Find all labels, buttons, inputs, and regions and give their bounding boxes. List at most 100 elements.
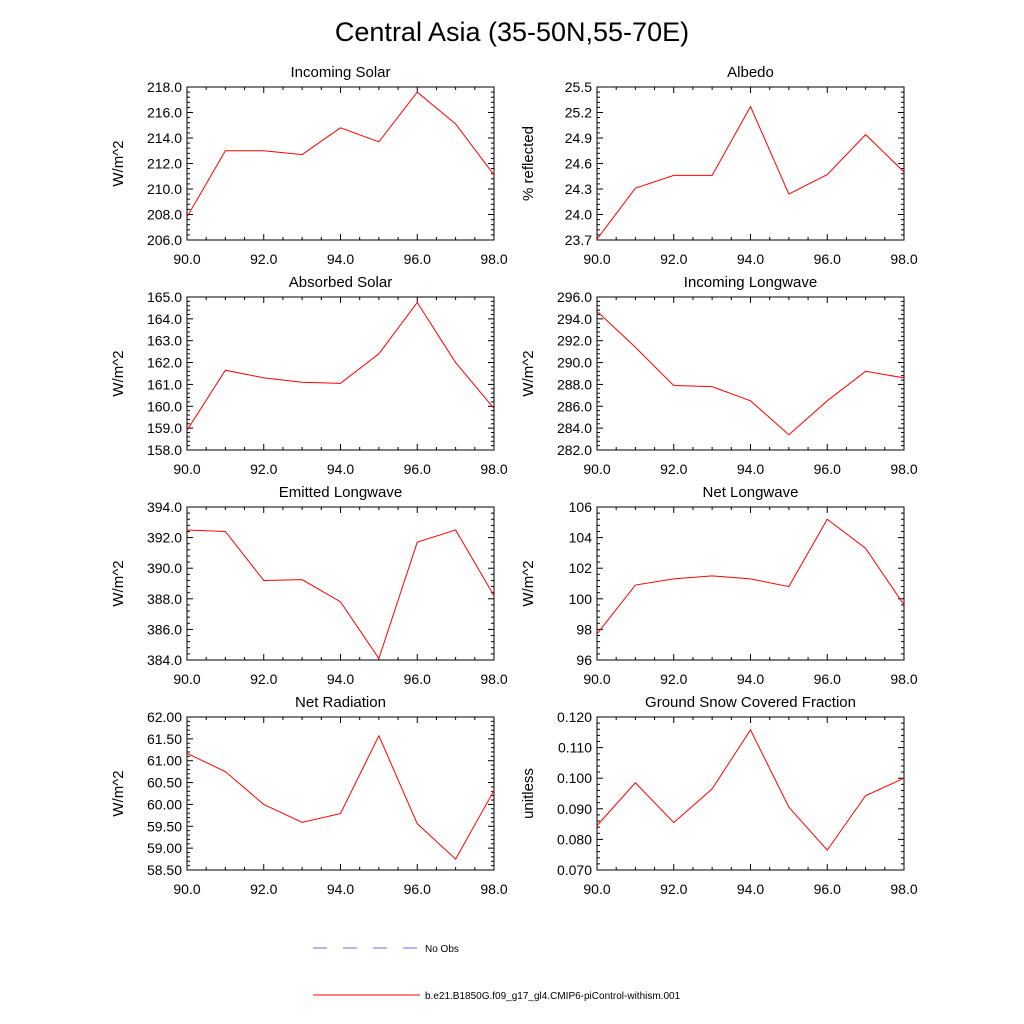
x-tick-label: 98.0 [890, 671, 917, 687]
x-tick-label: 96.0 [814, 671, 841, 687]
y-tick-label: 60.50 [147, 775, 182, 791]
y-tick-label: 165.0 [147, 289, 182, 305]
y-tick-label: 0.090 [557, 801, 592, 817]
x-tick-label: 92.0 [250, 881, 277, 897]
y-tick-label: 24.9 [565, 130, 592, 146]
y-tick-label: 386.0 [147, 621, 182, 637]
series-line-model [596, 728, 905, 851]
figure-title: Central Asia (35-50N,55-70E) [335, 17, 689, 47]
panel-title: Incoming Solar [290, 64, 390, 81]
plot-frame [186, 86, 495, 241]
x-tick-label: 96.0 [404, 461, 431, 477]
y-tick-label: 24.3 [565, 181, 592, 197]
x-tick-label: 94.0 [327, 881, 354, 897]
panel-title: Ground Snow Covered Fraction [645, 694, 856, 711]
plot-frame [186, 716, 495, 871]
x-tick-label: 98.0 [480, 251, 507, 267]
y-tick-label: 0.100 [557, 770, 592, 786]
plot-frame [596, 86, 905, 241]
legend: No Obs b.e21.B1850G.f09_g17_gl4.CMIP6-pi… [313, 944, 681, 1002]
x-tick-label: 98.0 [890, 881, 917, 897]
y-tick-label: 218.0 [147, 79, 182, 95]
y-axis-label: W/m^2 [110, 350, 127, 396]
x-tick-label: 94.0 [737, 671, 764, 687]
x-tick-label: 90.0 [583, 671, 610, 687]
y-tick-label: 161.0 [147, 376, 182, 392]
y-axis-label: W/m^2 [110, 770, 127, 816]
x-tick-label: 96.0 [814, 251, 841, 267]
y-tick-label: 96 [576, 652, 592, 668]
y-tick-label: 294.0 [557, 311, 592, 327]
panel-title: Emitted Longwave [279, 484, 402, 501]
x-tick-label: 92.0 [250, 461, 277, 477]
y-tick-label: 0.070 [557, 862, 592, 878]
y-tick-label: 296.0 [557, 289, 592, 305]
panel-incoming-solar: Incoming Solar W/m^2 90.0 92.0 94.0 96.0 98.0 2… [110, 64, 508, 267]
y-tick-label: 214.0 [147, 130, 182, 146]
plot-frame [186, 296, 495, 451]
y-tick-label: 102 [569, 560, 593, 576]
panel-grid: Incoming Solar W/m^2 90.0 92.0 94.0 96.0 98.0 2… [110, 64, 918, 897]
y-tick-label: 98 [576, 621, 592, 637]
legend-model-label: b.e21.B1850G.f09_g17_gl4.CMIP6-piControl… [425, 991, 681, 1002]
y-tick-label: 163.0 [147, 333, 182, 349]
panel-title: Incoming Longwave [684, 274, 817, 291]
y-tick-label: 288.0 [557, 376, 592, 392]
y-axis-label: unitless [520, 768, 537, 819]
x-tick-label: 92.0 [660, 671, 687, 687]
y-tick-label: 216.0 [147, 105, 182, 121]
y-tick-label: 158.0 [147, 442, 182, 458]
x-tick-label: 98.0 [890, 461, 917, 477]
panel-ground-snow-covered-fraction: Ground Snow Covered Fraction unitless 90.0… [520, 694, 918, 897]
y-tick-label: 159.0 [147, 420, 182, 436]
panel-incoming-longwave: Incoming Longwave W/m^2 90.0 92.0 94.0 96.0 98… [520, 274, 918, 477]
panel-absorbed-solar: Absorbed Solar W/m^2 90.0 92.0 94.0 96.0 98.0 1… [110, 274, 508, 477]
y-tick-label: 24.6 [565, 156, 592, 172]
y-tick-label: 0.080 [557, 831, 592, 847]
x-tick-label: 90.0 [173, 251, 200, 267]
y-tick-label: 59.50 [147, 818, 182, 834]
y-tick-label: 106 [569, 499, 593, 515]
panel-albedo: Albedo % reflected 90.0 92.0 94.0 96.0 98.0 23.… [520, 64, 918, 267]
y-tick-label: 60.00 [147, 796, 182, 812]
y-tick-label: 206.0 [147, 232, 182, 248]
y-tick-label: 388.0 [147, 591, 182, 607]
x-tick-label: 90.0 [173, 881, 200, 897]
x-tick-label: 90.0 [173, 671, 200, 687]
y-tick-label: 59.00 [147, 840, 182, 856]
y-tick-label: 392.0 [147, 530, 182, 546]
plot-frame [186, 506, 495, 661]
panel-title: Net Longwave [703, 484, 799, 501]
y-tick-label: 384.0 [147, 652, 182, 668]
panel-title: Net Radiation [295, 694, 386, 711]
y-tick-label: 24.0 [565, 207, 592, 223]
y-tick-label: 212.0 [147, 156, 182, 172]
x-tick-label: 96.0 [404, 251, 431, 267]
y-axis-label: % reflected [520, 126, 537, 201]
y-tick-label: 290.0 [557, 355, 592, 371]
x-tick-label: 98.0 [480, 881, 507, 897]
x-tick-label: 94.0 [327, 671, 354, 687]
x-tick-label: 90.0 [583, 881, 610, 897]
x-tick-label: 96.0 [814, 881, 841, 897]
series-line-model [186, 734, 495, 860]
series-line-model [596, 518, 905, 635]
y-tick-label: 100 [569, 591, 593, 607]
x-tick-label: 94.0 [737, 461, 764, 477]
x-tick-label: 92.0 [250, 671, 277, 687]
y-axis-label: W/m^2 [520, 350, 537, 396]
panel-net-longwave: Net Longwave W/m^2 90.0 92.0 94.0 96.0 98.0 96 9… [520, 484, 918, 687]
y-axis-label: W/m^2 [110, 140, 127, 186]
x-tick-label: 94.0 [737, 251, 764, 267]
y-tick-label: 61.00 [147, 753, 182, 769]
y-tick-label: 25.5 [565, 79, 592, 95]
series-line-model [186, 301, 495, 431]
y-tick-label: 286.0 [557, 398, 592, 414]
x-tick-label: 94.0 [327, 251, 354, 267]
y-tick-label: 160.0 [147, 398, 182, 414]
y-tick-label: 23.7 [565, 232, 592, 248]
y-tick-label: 0.120 [557, 709, 592, 725]
panel-emitted-longwave: Emitted Longwave W/m^2 90.0 92.0 94.0 96.0 98.… [110, 484, 508, 687]
x-tick-label: 90.0 [583, 251, 610, 267]
